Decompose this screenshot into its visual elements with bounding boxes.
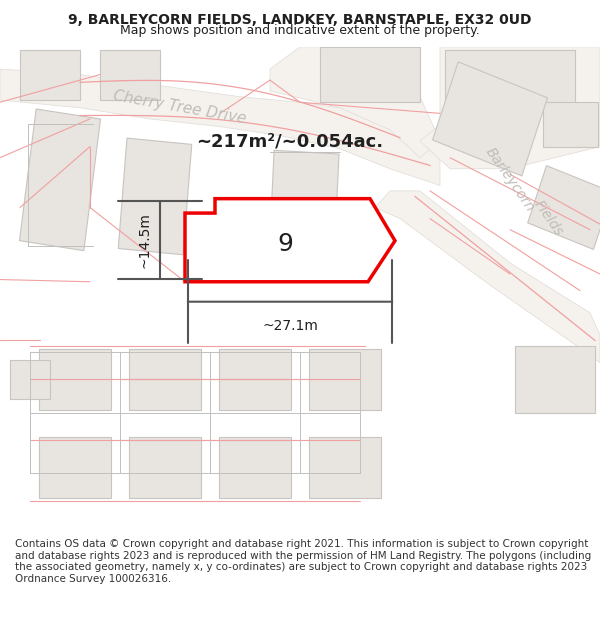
Polygon shape bbox=[219, 349, 291, 410]
Text: 9, BARLEYCORN FIELDS, LANDKEY, BARNSTAPLE, EX32 0UD: 9, BARLEYCORN FIELDS, LANDKEY, BARNSTAPL… bbox=[68, 13, 532, 27]
Text: Map shows position and indicative extent of the property.: Map shows position and indicative extent… bbox=[120, 24, 480, 36]
Polygon shape bbox=[528, 166, 600, 249]
Polygon shape bbox=[309, 438, 381, 498]
Polygon shape bbox=[0, 69, 440, 186]
Polygon shape bbox=[20, 49, 80, 99]
Polygon shape bbox=[10, 360, 50, 399]
Polygon shape bbox=[515, 346, 595, 413]
Polygon shape bbox=[219, 438, 291, 498]
Text: Cherry Tree Drive: Cherry Tree Drive bbox=[112, 89, 248, 127]
Polygon shape bbox=[375, 191, 600, 362]
Polygon shape bbox=[270, 47, 440, 158]
Polygon shape bbox=[129, 438, 201, 498]
Text: Fields: Fields bbox=[531, 198, 565, 239]
Polygon shape bbox=[433, 62, 547, 176]
Polygon shape bbox=[39, 349, 111, 410]
Polygon shape bbox=[542, 102, 598, 147]
Polygon shape bbox=[320, 47, 420, 102]
Text: ~14.5m: ~14.5m bbox=[138, 213, 152, 268]
Polygon shape bbox=[309, 349, 381, 410]
Polygon shape bbox=[100, 49, 160, 99]
Polygon shape bbox=[129, 349, 201, 410]
Polygon shape bbox=[19, 109, 101, 251]
Polygon shape bbox=[118, 138, 192, 255]
Polygon shape bbox=[271, 150, 339, 221]
Polygon shape bbox=[420, 47, 600, 169]
Polygon shape bbox=[445, 49, 575, 111]
Text: ~217m²/~0.054ac.: ~217m²/~0.054ac. bbox=[196, 132, 383, 150]
Text: Barleycorn: Barleycorn bbox=[483, 145, 537, 214]
Polygon shape bbox=[39, 438, 111, 498]
Text: Contains OS data © Crown copyright and database right 2021. This information is : Contains OS data © Crown copyright and d… bbox=[15, 539, 591, 584]
Polygon shape bbox=[185, 199, 395, 282]
Text: ~27.1m: ~27.1m bbox=[262, 319, 318, 333]
Text: 9: 9 bbox=[277, 232, 293, 256]
